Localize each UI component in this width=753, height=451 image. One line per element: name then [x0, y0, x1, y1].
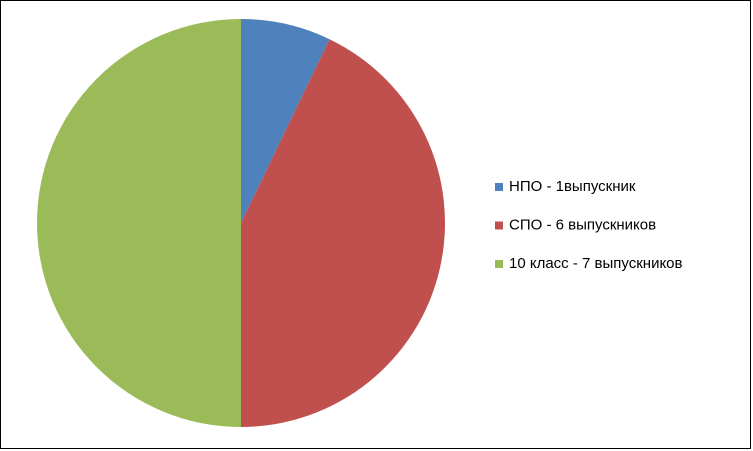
legend-label: 10 класс - 7 выпускников — [509, 255, 683, 272]
legend-label: СПО - 6 выпускников — [509, 216, 656, 233]
legend-swatch — [495, 183, 503, 191]
legend-label: НПО - 1выпускник — [509, 178, 636, 195]
pie-slice — [241, 39, 446, 427]
legend-swatch — [495, 260, 503, 268]
pie-slice — [37, 19, 241, 427]
legend-swatch — [495, 221, 503, 230]
pie-slice — [241, 19, 330, 223]
